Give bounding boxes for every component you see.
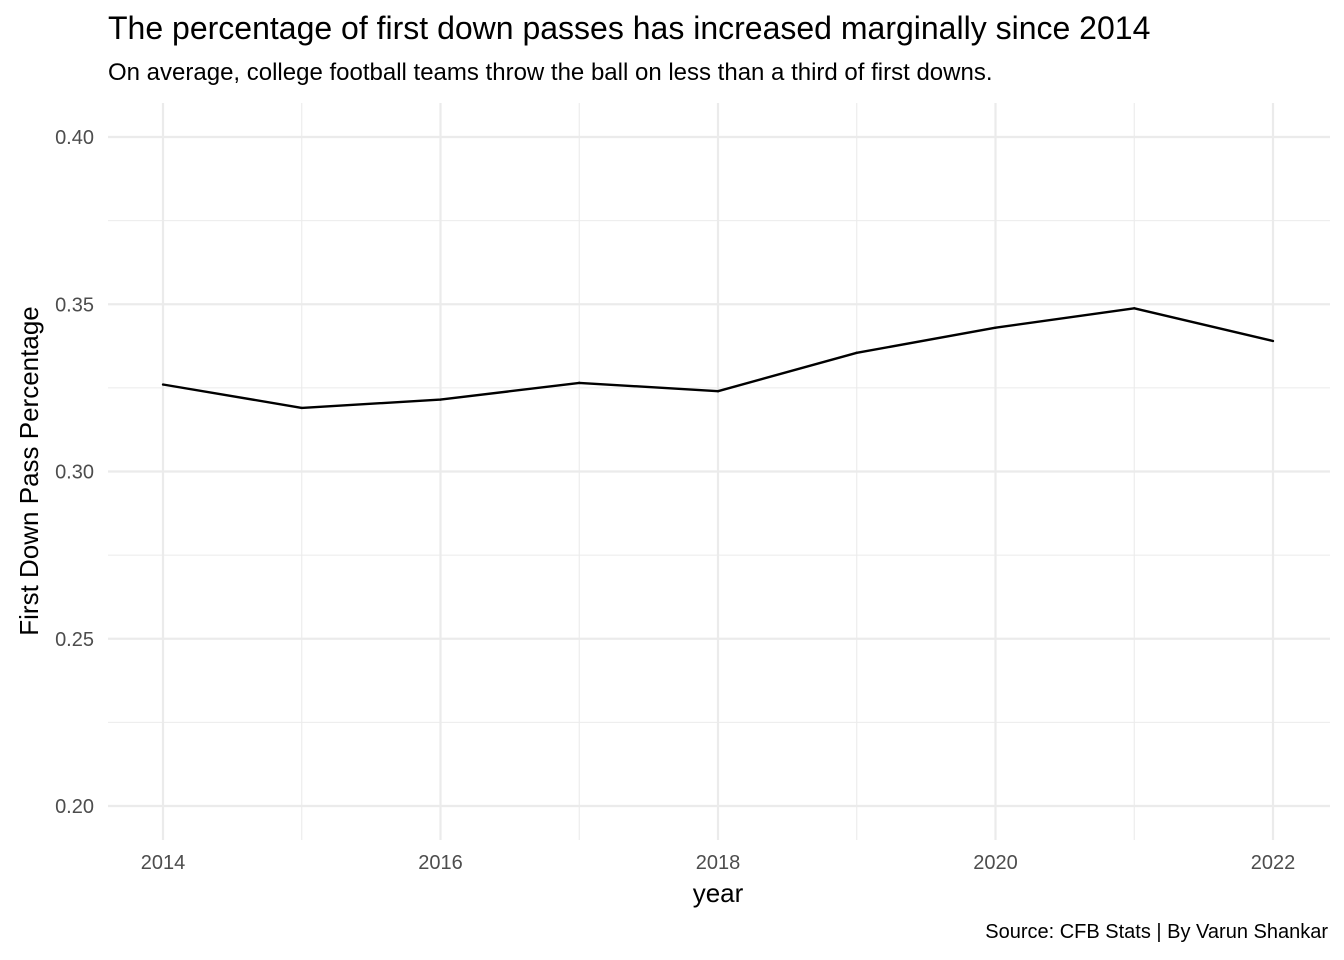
data-point: [439, 398, 442, 401]
x-tick-label: 2022: [1251, 852, 1296, 874]
y-tick-label: 0.35: [55, 294, 94, 316]
data-point: [300, 406, 303, 410]
x-axis-title: year: [693, 878, 744, 908]
data-point: [161, 383, 165, 386]
x-axis-tick-labels: 2014 2016 2018 2020 2022: [141, 852, 1296, 874]
chart-subtitle: On average, college football teams throw…: [108, 59, 993, 86]
major-gridlines: [108, 103, 1330, 840]
y-tick-label: 0.40: [55, 127, 94, 149]
y-tick-label: 0.30: [55, 462, 94, 484]
x-tick-label: 2018: [696, 852, 741, 874]
y-tick-label: 0.25: [55, 629, 94, 651]
data-point: [855, 351, 858, 354]
x-tick-label: 2020: [973, 852, 1018, 874]
x-tick-label: 2014: [141, 852, 186, 874]
data-point: [1271, 339, 1275, 343]
series-layer: [161, 307, 1275, 410]
data-point: [716, 390, 720, 393]
chart-caption: Source: CFB Stats | By Varun Shankar: [985, 921, 1328, 943]
x-tick-label: 2016: [418, 852, 463, 874]
y-axis-title: First Down Pass Percentage: [14, 306, 44, 635]
data-point: [994, 326, 997, 329]
data-point: [578, 381, 581, 385]
y-tick-label: 0.20: [55, 796, 94, 818]
chart-title: The percentage of first down passes has …: [108, 10, 1151, 46]
data-point: [1133, 307, 1136, 310]
y-axis-tick-labels: 0.20 0.25 0.30 0.35 0.40: [55, 127, 94, 818]
